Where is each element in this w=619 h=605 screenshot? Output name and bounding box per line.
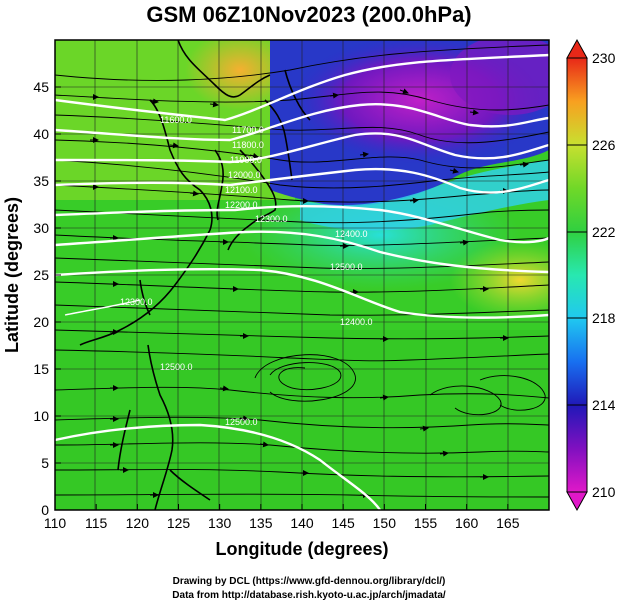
- x-tick-label: 115: [85, 515, 108, 531]
- x-tick-label: 140: [290, 515, 314, 531]
- x-tick-label: 155: [414, 515, 438, 531]
- y-tick-label: 10: [33, 408, 49, 424]
- colorbar-label: 210: [592, 484, 616, 500]
- height-contours: [55, 53, 549, 510]
- colorbar-bottom-triangle: [566, 491, 588, 512]
- x-tick-label: 150: [373, 515, 397, 531]
- x-tick-label: 145: [331, 515, 355, 531]
- field-hot-spot: [185, 40, 295, 110]
- contour-label: 11600.0: [160, 115, 192, 125]
- colorbar-label: 222: [592, 224, 616, 240]
- contour-label: 12500.0: [330, 262, 363, 272]
- y-tick-label: 25: [33, 267, 49, 283]
- map-grid: [55, 40, 549, 510]
- y-tick-label: 40: [33, 126, 49, 142]
- footer-credit-dcl: Drawing by DCL (https://www.gfd-dennou.o…: [173, 576, 446, 587]
- contour-label: 12300.0: [255, 214, 288, 224]
- colorbar-ticks: [567, 57, 587, 493]
- contour-label: 11700.0: [232, 125, 264, 135]
- x-tick-label: 110: [44, 515, 67, 531]
- y-tick-label: 5: [41, 455, 49, 471]
- y-tick-label: 35: [33, 173, 49, 189]
- y-axis-label: Latitude (degrees): [2, 197, 22, 353]
- contour-label: 11900.0: [230, 155, 262, 165]
- x-axis-ticks: 110 115 120 125 130 135 140 145 150 155 160 165: [44, 504, 520, 531]
- contour-labels: 11600.0 11700.0 11800.0 11900.0 12000.0 …: [120, 115, 373, 427]
- contour-label: 12300.0: [120, 297, 153, 307]
- x-tick-label: 165: [496, 515, 520, 531]
- contour-label: 12400.0: [335, 229, 368, 239]
- contour-label: 12500.0: [225, 417, 258, 427]
- contour-label: 12400.0: [340, 317, 373, 327]
- chart-title: GSM 06Z10Nov2023 (200.0hPa): [146, 2, 471, 27]
- colorbar-scale: [566, 57, 588, 493]
- colorbar-label: 226: [592, 137, 616, 153]
- field-warm-patch: [450, 240, 549, 320]
- contour-label: 11800.0: [232, 140, 264, 150]
- y-tick-label: 20: [33, 314, 49, 330]
- contour-label: 12100.0: [225, 185, 258, 195]
- colorbar-label: 218: [592, 310, 616, 326]
- colorbar-label: 230: [592, 50, 616, 66]
- x-tick-label: 135: [249, 515, 273, 531]
- map-plot-area: 11600.0 11700.0 11800.0 11900.0 12000.0 …: [55, 40, 549, 510]
- x-axis-label: Longitude (degrees): [215, 539, 388, 559]
- x-tick-label: 125: [167, 515, 191, 531]
- colorbar: 230 226 222 218 214 210: [566, 38, 616, 512]
- contour-label: 12000.0: [228, 170, 261, 180]
- contour-label: 12200.0: [225, 200, 258, 210]
- colorbar-top-triangle: [566, 38, 588, 59]
- contour-label: 12500.0: [160, 362, 193, 372]
- colorbar-label: 214: [592, 397, 616, 413]
- x-tick-label: 130: [208, 515, 232, 531]
- y-tick-label: 0: [41, 502, 49, 518]
- y-tick-label: 30: [33, 220, 49, 236]
- y-tick-label: 45: [33, 79, 49, 95]
- x-tick-label: 120: [126, 515, 150, 531]
- y-tick-label: 15: [33, 361, 49, 377]
- field-cyan-edge: [300, 160, 549, 231]
- x-tick-label: 160: [455, 515, 479, 531]
- footer-credit-data: Data from http://database.rish.kyoto-u.a…: [172, 590, 446, 601]
- y-axis-ticks: 0 5 10 15 20 25 30 35 40 45: [33, 79, 61, 518]
